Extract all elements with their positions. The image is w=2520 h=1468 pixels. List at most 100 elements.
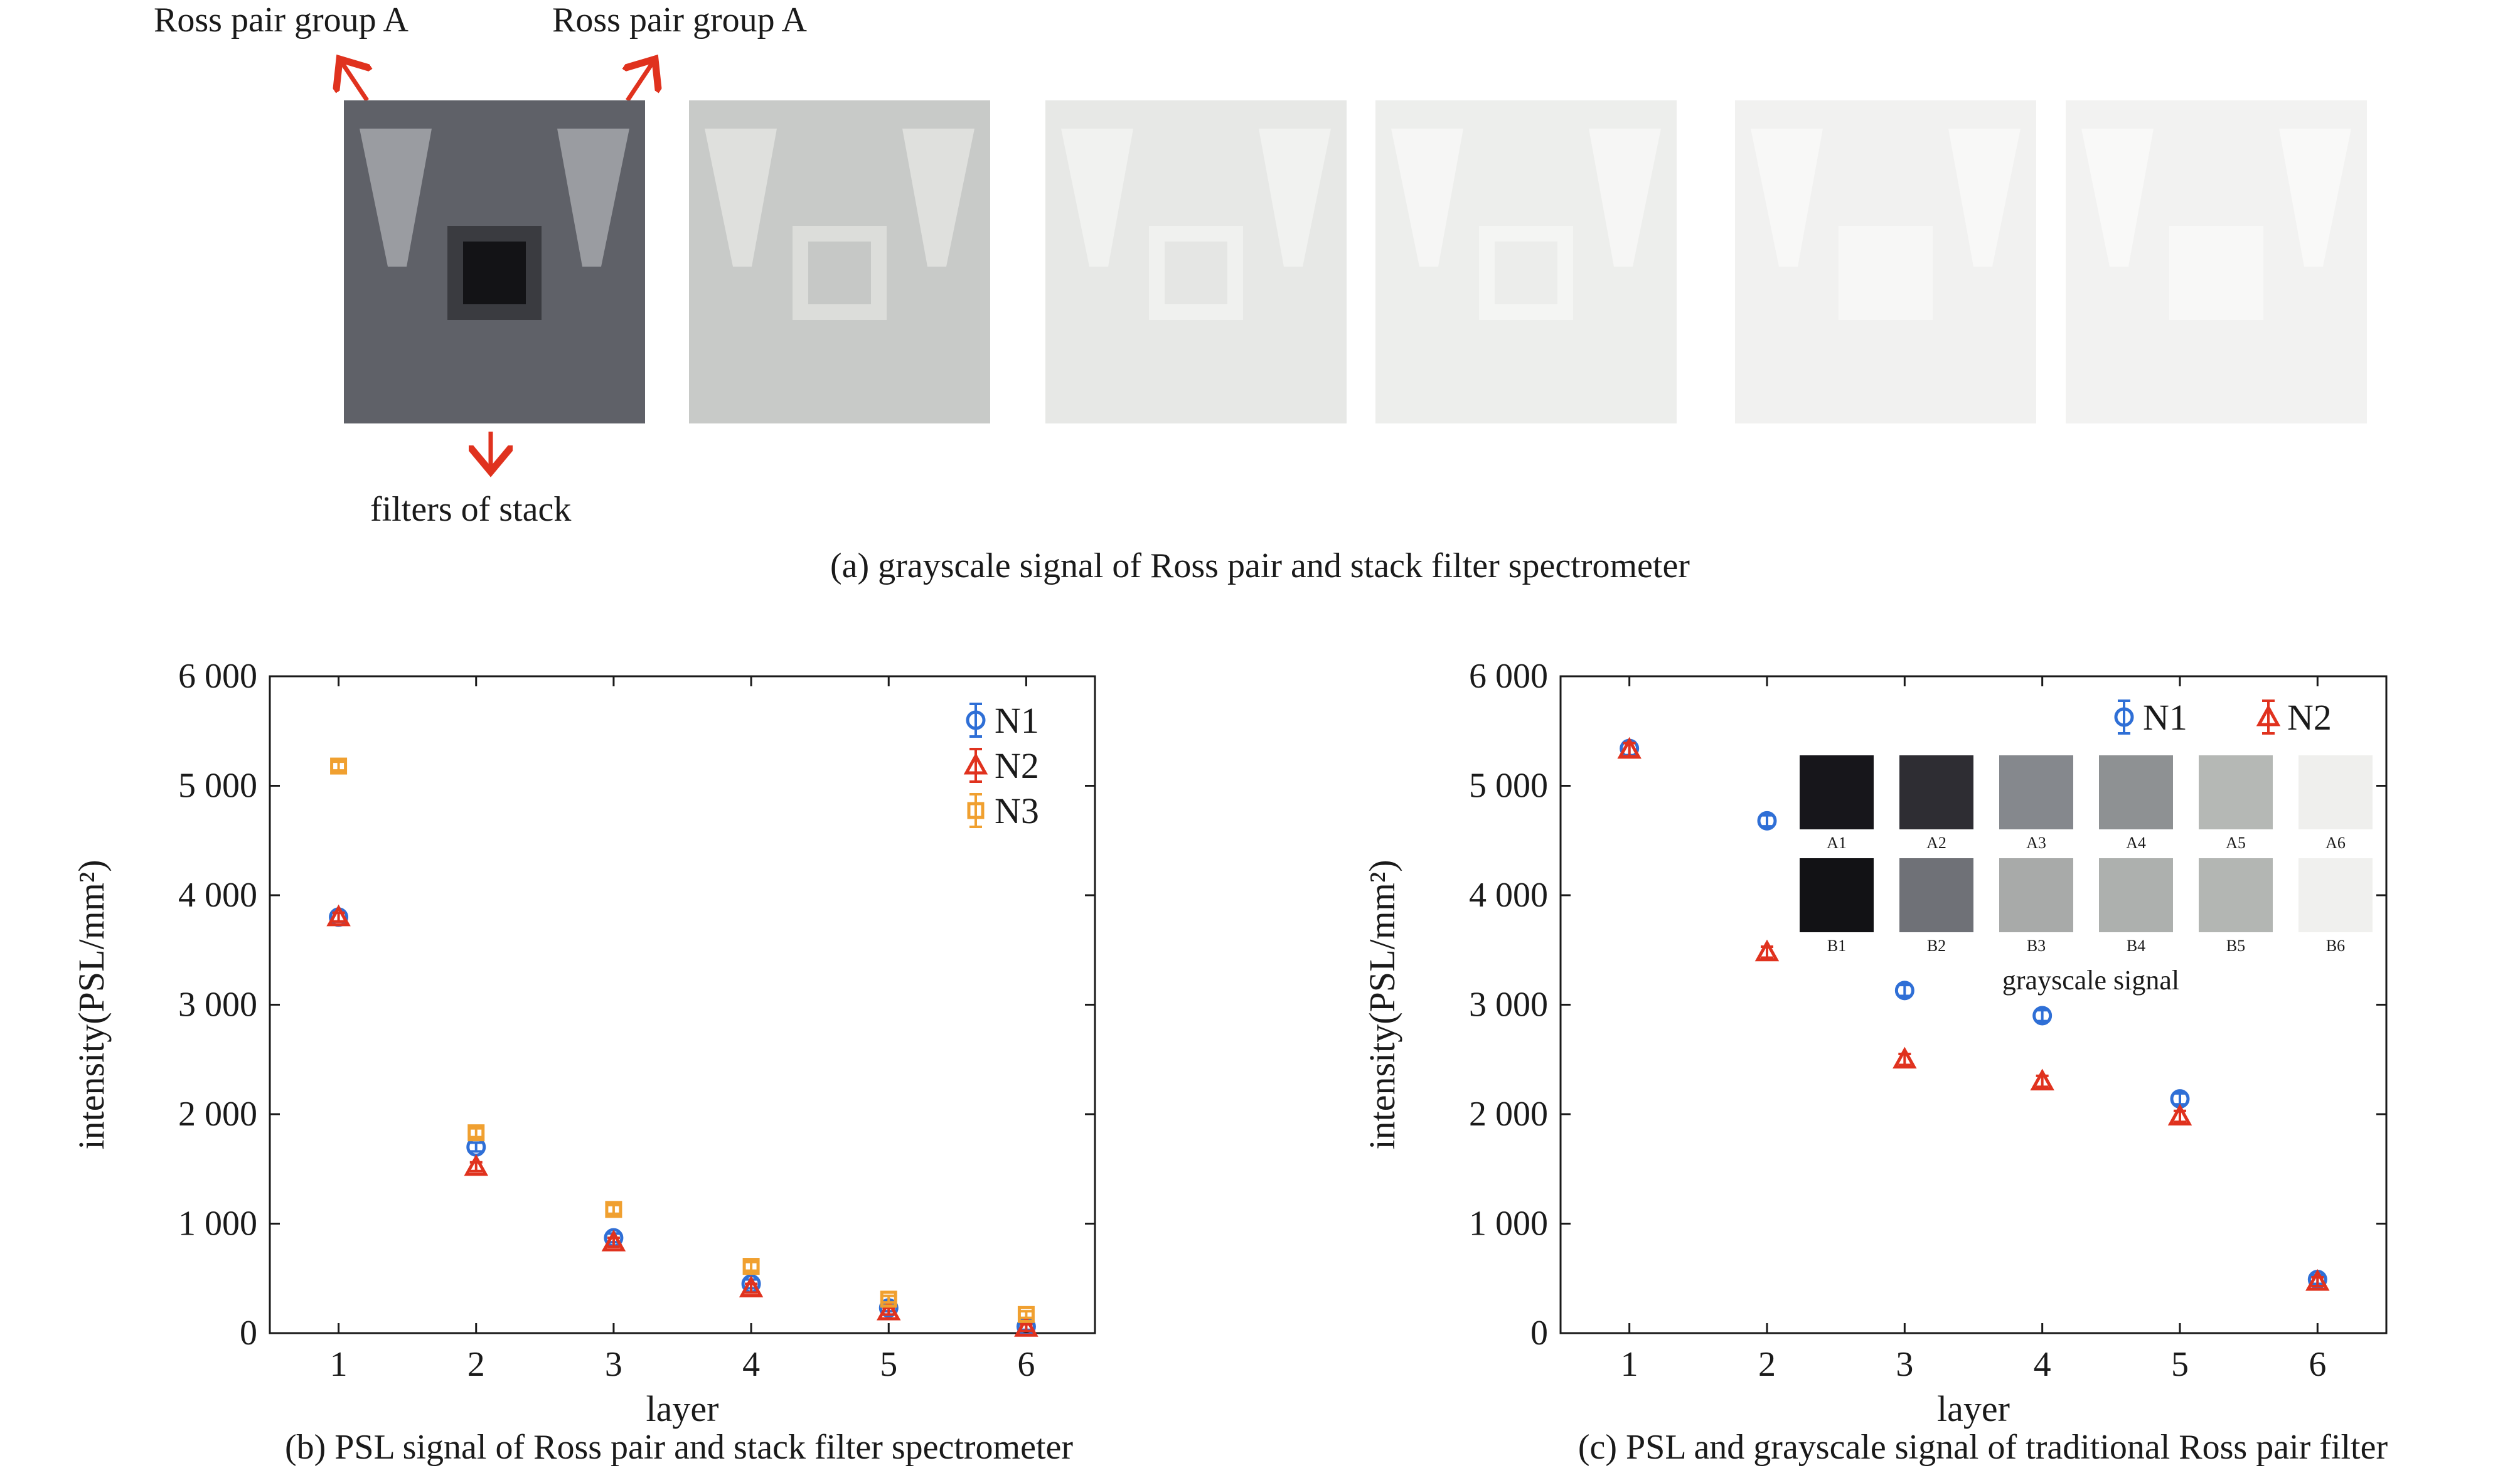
y-tick-label: 4 000 bbox=[178, 876, 257, 915]
x-tick-label: 5 bbox=[880, 1345, 897, 1384]
marker-triangle bbox=[1014, 1315, 1038, 1337]
grayscale-swatch-A3 bbox=[1999, 755, 2073, 829]
y-tick-label: 5 000 bbox=[178, 767, 257, 806]
x-tick-label: 6 bbox=[1017, 1345, 1035, 1384]
marker-circle bbox=[2032, 1006, 2053, 1026]
stack-filter-inner bbox=[1165, 242, 1227, 304]
y-tick-label: 3 000 bbox=[178, 986, 257, 1024]
triangle-filter-left bbox=[705, 129, 777, 267]
marker-triangle bbox=[464, 1154, 488, 1176]
marker-triangle bbox=[877, 1298, 901, 1321]
triangle-filter-left bbox=[1751, 129, 1823, 267]
panel-a: Ross pair group A Ross pair group A filt… bbox=[154, 1, 2367, 585]
stack-filter-inner bbox=[1854, 242, 1917, 304]
y-tick-label: 5 000 bbox=[1469, 767, 1548, 806]
triangle-filter-right bbox=[1259, 129, 1331, 267]
x-tick-label: 2 bbox=[1758, 1345, 1776, 1384]
caption-a: (a) grayscale signal of Ross pair and st… bbox=[830, 546, 1690, 585]
inset-title: grayscale signal bbox=[2002, 965, 2179, 996]
marker-circle bbox=[2114, 707, 2134, 727]
triangle-filter-right bbox=[1589, 129, 1661, 267]
grayscale-swatch-A5 bbox=[2199, 755, 2273, 829]
marker-triangle bbox=[1617, 737, 1642, 759]
swatch-label: B4 bbox=[2127, 937, 2145, 955]
grayscale-swatch-B2 bbox=[1899, 858, 1973, 932]
triangle-filter-left bbox=[360, 129, 432, 267]
x-axis-label: layer bbox=[646, 1388, 719, 1429]
y-axis-label: intensity(PSL/mm²) bbox=[71, 859, 112, 1149]
marker-square bbox=[1017, 1306, 1035, 1323]
grayscale-swatch-A4 bbox=[2099, 755, 2173, 829]
imaging-plate-5 bbox=[1735, 100, 2036, 423]
marker-triangle bbox=[1754, 939, 1780, 962]
marker-square bbox=[605, 1201, 622, 1218]
marker-circle bbox=[966, 710, 986, 730]
chart-b: 0 1 000 2 000 3 000 4 000 5 000 6 000 1 2 3 4 5 6 lay… bbox=[71, 657, 1096, 1429]
marker-triangle bbox=[2167, 1104, 2192, 1125]
y-tick-label: 2 000 bbox=[1469, 1095, 1548, 1134]
swatch-label: A6 bbox=[2325, 834, 2346, 852]
imaging-plate-6 bbox=[2066, 100, 2367, 423]
triangle-filter-right bbox=[902, 129, 974, 267]
marker-triangle bbox=[2305, 1269, 2330, 1291]
grayscale-swatch-B1 bbox=[1800, 858, 1874, 932]
grayscale-swatch-B6 bbox=[2298, 858, 2373, 932]
swatch-label: A5 bbox=[2226, 834, 2246, 852]
x-tick-label: 5 bbox=[2171, 1345, 2189, 1384]
grayscale-swatch-B5 bbox=[2199, 858, 2273, 932]
arrow-right bbox=[627, 63, 653, 102]
x-tick-label: 4 bbox=[2034, 1345, 2051, 1384]
grayscale-inset: A1 A2 A3 A4 A5 A6 B1 B2 B3 B4 B5 B6 grayscale signal bbox=[1800, 755, 2373, 996]
x-tick-label: 6 bbox=[2309, 1345, 2326, 1384]
triangle-filter-left bbox=[2081, 129, 2154, 267]
legend-label: N2 bbox=[2287, 697, 2332, 738]
triangle-filter-left bbox=[1061, 129, 1133, 267]
arrow-left bbox=[342, 63, 367, 102]
swatch-label: B5 bbox=[2226, 937, 2245, 955]
stack-filter-inner bbox=[2185, 242, 2248, 304]
caption-c: (c) PSL and grayscale signal of traditio… bbox=[1578, 1428, 2388, 1467]
marker-triangle bbox=[2030, 1068, 2054, 1091]
swatch-label: A2 bbox=[1926, 834, 1946, 852]
grayscale-swatch-A2 bbox=[1899, 755, 1973, 829]
grayscale-swatch-A6 bbox=[2298, 755, 2373, 829]
y-axis-label: intensity(PSL/mm²) bbox=[1362, 859, 1402, 1149]
grayscale-swatch-B4 bbox=[2099, 858, 2173, 932]
series-N2 bbox=[326, 904, 1038, 1337]
legend-item-N2: N2 bbox=[2256, 697, 2332, 738]
triangle-filter-left bbox=[1391, 129, 1463, 267]
legend-label: N1 bbox=[2143, 697, 2187, 738]
x-axis-label: layer bbox=[1937, 1388, 2010, 1429]
imaging-plate-2 bbox=[689, 100, 990, 423]
triangle-filter-right bbox=[2279, 129, 2351, 267]
y-tick-label: 6 000 bbox=[178, 657, 257, 696]
y-tick-label: 3 000 bbox=[1469, 986, 1548, 1024]
imaging-plate-4 bbox=[1375, 100, 1677, 423]
swatch-label: B6 bbox=[2326, 937, 2345, 955]
imaging-plate-1 bbox=[344, 100, 645, 423]
y-tick-label: 0 bbox=[1530, 1314, 1548, 1353]
y-tick-label: 1 000 bbox=[1469, 1205, 1548, 1243]
y-tick-label: 1 000 bbox=[178, 1205, 257, 1243]
swatch-label: A1 bbox=[1827, 834, 1847, 852]
series-N3 bbox=[330, 757, 1035, 1323]
series-N1 bbox=[329, 907, 1036, 1337]
legend-item-N2: N2 bbox=[963, 745, 1039, 786]
plot-frame bbox=[269, 675, 1096, 1334]
grayscale-swatch-B3 bbox=[1999, 858, 2073, 932]
legend-label: N3 bbox=[995, 790, 1039, 831]
chart-c: 0 1 000 2 000 3 000 4 000 5 000 6 000 1 2 3 4 5 6 lay… bbox=[1362, 657, 2388, 1429]
swatch-label: B3 bbox=[2027, 937, 2046, 955]
label-ross-pair-left: Ross pair group A bbox=[154, 1, 409, 40]
x-tick-label: 1 bbox=[1621, 1345, 1638, 1384]
swatch-label: B1 bbox=[1827, 937, 1846, 955]
marker-circle bbox=[1894, 981, 1914, 1001]
legend-label: N2 bbox=[995, 745, 1039, 786]
marker-triangle bbox=[963, 752, 988, 775]
marker-triangle bbox=[326, 904, 351, 927]
marker-triangle bbox=[1893, 1046, 1917, 1069]
marker-square bbox=[467, 1124, 485, 1142]
triangle-filter-right bbox=[1948, 129, 2021, 267]
x-tick-label: 2 bbox=[467, 1345, 485, 1384]
